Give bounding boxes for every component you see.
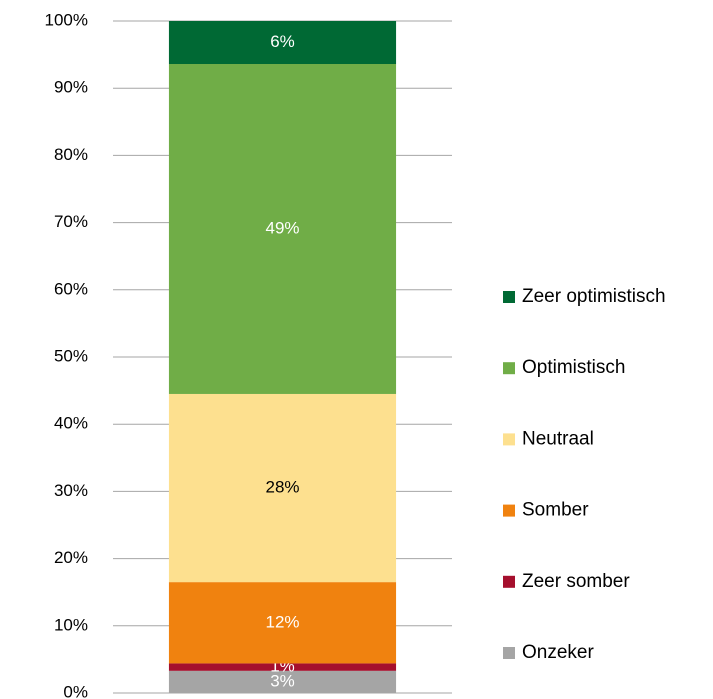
legend-label: Zeer optimistisch (522, 286, 666, 307)
legend-label: Somber (522, 500, 589, 521)
y-tick-label: 60% (54, 279, 88, 298)
data-label: 28% (265, 478, 299, 497)
data-label: 3% (270, 671, 295, 690)
y-tick-label: 0% (63, 682, 88, 699)
y-tick-label: 80% (54, 145, 88, 164)
legend-swatch (503, 647, 515, 659)
y-tick-label: 20% (54, 548, 88, 567)
legend-swatch (503, 433, 515, 446)
legend-swatch (503, 504, 515, 517)
y-tick-label: 30% (54, 481, 88, 500)
legend-swatch (503, 291, 515, 303)
legend-label: Neutraal (522, 428, 594, 449)
legend-label: Zeer somber (522, 571, 630, 592)
legend-swatch (503, 362, 515, 375)
data-label: 6% (270, 32, 295, 51)
y-tick-label: 40% (54, 414, 88, 433)
y-tick-label: 10% (54, 615, 88, 634)
bar-segment (168, 582, 397, 664)
legend-swatch (503, 575, 515, 588)
data-label: 12% (265, 612, 299, 631)
y-tick-label: 90% (54, 78, 88, 97)
legend-label: Optimistisch (522, 357, 625, 378)
bar-segment (168, 393, 397, 583)
bar-segment (168, 21, 397, 65)
y-tick-label: 70% (54, 212, 88, 231)
legend-label: Onzeker (522, 642, 594, 663)
y-tick-label: 50% (54, 346, 88, 365)
bar-segment (168, 670, 397, 693)
y-tick-label: 100% (45, 10, 88, 29)
bar-segment (168, 64, 397, 394)
data-label: 49% (265, 218, 299, 237)
bar-segment (168, 663, 397, 671)
